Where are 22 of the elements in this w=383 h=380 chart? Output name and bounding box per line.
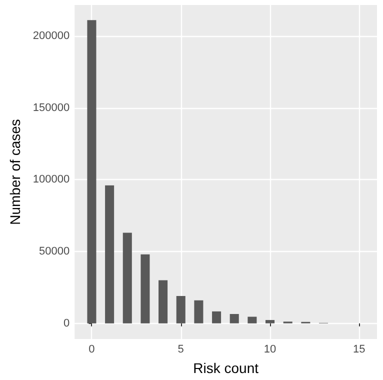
y-tick-label: 100000 [32, 174, 70, 186]
bar [105, 185, 114, 324]
bar [248, 316, 257, 324]
bar [158, 280, 168, 324]
bar [266, 320, 275, 324]
bar [212, 311, 222, 324]
bar [87, 20, 96, 324]
bar [140, 254, 150, 324]
bar [194, 300, 204, 324]
y-axis-title: Number of cases [7, 119, 23, 225]
x-tick-label: 10 [264, 344, 276, 356]
bar [176, 296, 186, 324]
y-tick-label: 0 [63, 317, 70, 330]
y-tick-label: 200000 [32, 30, 70, 42]
x-tick-label: 0 [88, 344, 95, 356]
y-tick-label: 50000 [39, 245, 70, 258]
x-tick-label: 5 [178, 344, 184, 356]
bar [122, 232, 132, 324]
x-tick-label: 15 [353, 344, 366, 356]
bar [230, 314, 239, 324]
x-axis-title: Risk count [193, 360, 259, 376]
y-tick-label: 150000 [32, 102, 70, 114]
